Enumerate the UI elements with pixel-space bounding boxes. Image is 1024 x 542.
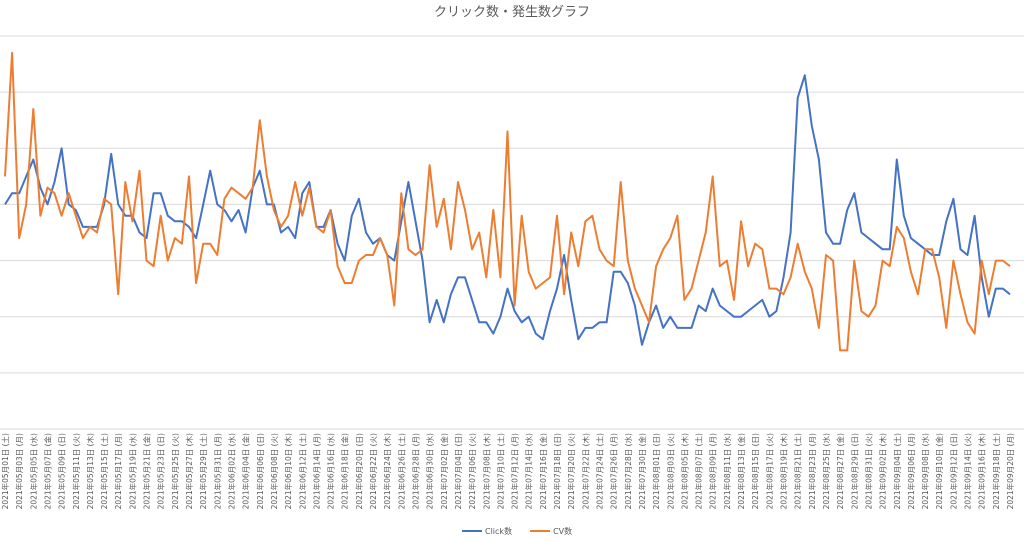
x-tick-label: 2021年07月24日 (土): [595, 433, 605, 509]
x-tick-label: 2021年09月18日 (土): [991, 433, 1001, 509]
x-tick-label: 2021年05月31日 (月): [212, 433, 222, 509]
x-tick-label: 2021年06月06日 (日): [255, 433, 265, 509]
x-tick-label: 2021年06月20日 (日): [354, 433, 364, 509]
x-tick-label: 2021年07月22日 (木): [580, 433, 590, 509]
x-tick-label: 2021年09月02日 (木): [878, 433, 888, 509]
x-tick-label: 2021年05月21日 (金): [142, 433, 152, 509]
x-tick-label: 2021年08月31日 (火): [863, 433, 873, 509]
x-tick-label: 2021年09月12日 (日): [948, 433, 958, 509]
x-tick-label: 2021年08月05日 (木): [679, 433, 689, 509]
legend-label: Click数: [485, 526, 512, 536]
x-tick-label: 2021年09月08日 (水): [920, 433, 930, 509]
x-tick-label: 2021年05月29日 (土): [198, 433, 208, 509]
x-tick-label: 2021年06月22日 (火): [368, 433, 378, 509]
x-tick-label: 2021年09月10日 (金): [934, 433, 944, 509]
x-tick-label: 2021年08月15日 (日): [750, 433, 760, 509]
x-tick-label: 2021年09月16日 (木): [977, 433, 987, 509]
x-tick-label: 2021年08月01日 (日): [651, 433, 661, 509]
x-tick-label: 2021年05月11日 (火): [71, 433, 81, 509]
x-tick-label: 2021年06月04日 (金): [241, 433, 251, 509]
x-tick-label: 2021年06月12日 (土): [297, 433, 307, 509]
x-tick-label: 2021年05月03日 (月): [14, 433, 24, 509]
x-tick-label: 2021年06月18日 (金): [340, 433, 350, 509]
x-tick-label: 2021年07月18日 (日): [552, 433, 562, 509]
x-tick-label: 2021年09月04日 (土): [892, 433, 902, 509]
x-tick-label: 2021年05月13日 (木): [85, 433, 95, 509]
x-tick-label: 2021年07月16日 (金): [538, 433, 548, 509]
x-tick-label: 2021年08月29日 (日): [849, 433, 859, 509]
x-tick-label: 2021年08月19日 (木): [779, 433, 789, 509]
x-tick-label: 2021年05月25日 (火): [170, 433, 180, 509]
x-tick-label: 2021年07月20日 (火): [566, 433, 576, 509]
series-line: [4, 74, 1011, 346]
x-tick-label: 2021年07月08日 (木): [481, 433, 491, 509]
x-tick-label: 2021年05月05日 (水): [28, 433, 38, 509]
x-tick-label: 2021年07月26日 (月): [609, 433, 619, 509]
x-tick-label: 2021年05月01日 (土): [0, 433, 10, 509]
x-tick-label: 2021年06月16日 (水): [326, 433, 336, 509]
x-tick-label: 2021年09月06日 (月): [906, 433, 916, 509]
x-tick-label: 2021年05月19日 (水): [127, 433, 137, 509]
x-tick-label: 2021年08月21日 (土): [793, 433, 803, 509]
x-tick-label: 2021年05月15日 (土): [99, 433, 109, 509]
series-line: [4, 51, 1011, 352]
x-tick-label: 2021年06月08日 (火): [269, 433, 279, 509]
x-tick-label: 2021年05月09日 (日): [57, 433, 67, 509]
x-tick-label: 2021年07月30日 (金): [637, 433, 647, 509]
x-tick-label: 2021年08月09日 (月): [708, 433, 718, 509]
x-tick-label: 2021年06月10日 (木): [283, 433, 293, 509]
x-tick-label: 2021年06月14日 (月): [311, 433, 321, 509]
x-tick-label: 2021年05月27日 (木): [184, 433, 194, 509]
x-tick-label: 2021年06月28日 (月): [410, 433, 420, 509]
x-tick-label: 2021年08月07日 (土): [694, 433, 704, 509]
x-tick-label: 2021年06月02日 (水): [226, 433, 236, 509]
x-tick-label: 2021年07月06日 (火): [467, 433, 477, 509]
legend-label: CV数: [553, 526, 572, 536]
x-tick-label: 2021年08月13日 (金): [736, 433, 746, 509]
x-tick-label: 2021年06月30日 (水): [425, 433, 435, 509]
x-tick-label: 2021年07月28日 (水): [623, 433, 633, 509]
x-tick-label: 2021年08月23日 (月): [807, 433, 817, 509]
x-tick-label: 2021年08月03日 (火): [665, 433, 675, 509]
x-tick-label: 2021年08月27日 (金): [835, 433, 845, 509]
x-tick-label: 2021年07月04日 (日): [453, 433, 463, 509]
x-tick-label: 2021年05月07日 (金): [42, 433, 52, 509]
x-tick-label: 2021年07月02日 (金): [439, 433, 449, 509]
x-tick-label: 2021年08月25日 (水): [821, 433, 831, 509]
x-tick-label: 2021年08月11日 (水): [722, 433, 732, 509]
x-tick-label: 2021年09月20日 (月): [1005, 433, 1015, 509]
x-tick-label: 2021年07月10日 (土): [495, 433, 505, 509]
x-tick-label: 2021年05月17日 (月): [113, 433, 123, 509]
chart-title: クリック数・発生数グラフ: [434, 5, 590, 20]
x-tick-label: 2021年08月17日 (火): [764, 433, 774, 509]
x-tick-label: 2021年07月14日 (水): [524, 433, 534, 509]
x-tick-label: 2021年06月24日 (木): [382, 433, 392, 509]
x-tick-label: 2021年06月26日 (土): [396, 433, 406, 509]
x-tick-label: 2021年05月23日 (日): [156, 433, 166, 509]
x-tick-label: 2021年09月14日 (火): [963, 433, 973, 509]
x-tick-label: 2021年07月12日 (月): [510, 433, 520, 509]
